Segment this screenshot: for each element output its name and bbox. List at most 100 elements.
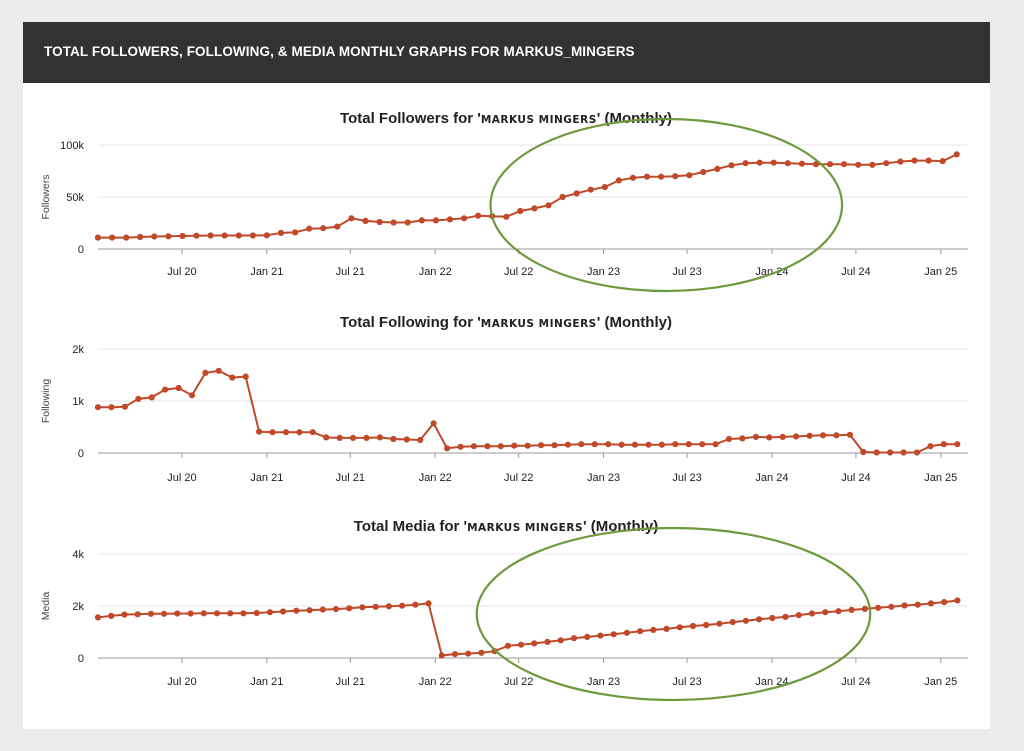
following-x-tick-label: Jul 21 (336, 472, 365, 484)
followers-y-tick-label: 100k (60, 140, 84, 152)
following-data-point (202, 369, 209, 376)
media-data-point (346, 605, 353, 612)
followers-data-point (728, 162, 735, 169)
following-data-point (779, 433, 786, 440)
followers-x-tick-label: Jul 23 (672, 266, 701, 278)
following-data-point (605, 441, 612, 448)
following-series-line (98, 369, 958, 454)
following-data-point (148, 394, 155, 401)
media-data-point (266, 609, 273, 616)
followers-x-tick-label: Jan 24 (755, 266, 788, 278)
followers-data-point (601, 184, 608, 191)
following-data-point (511, 442, 518, 449)
following-data-point (645, 441, 652, 448)
following-data-point (363, 434, 370, 441)
following-data-point (242, 373, 249, 380)
following-data-point (806, 432, 813, 439)
following-data-point (444, 445, 451, 452)
following-chart-title: Total Following for 'MARKUS MINGERS' (Mo… (340, 314, 672, 331)
followers-data-point (418, 217, 425, 224)
media-data-point (544, 638, 551, 646)
media-data-point (227, 610, 234, 617)
following-data-point (725, 435, 733, 443)
media-y-tick-label: 0 (78, 653, 84, 665)
media-data-point (835, 608, 842, 615)
media-data-point (769, 614, 776, 622)
followers-data-point (826, 161, 834, 168)
title-prefix: Total Media for ' (354, 518, 467, 535)
following-data-point (390, 435, 397, 443)
following-data-point (672, 441, 679, 448)
followers-data-point (770, 159, 777, 166)
media-data-point (412, 601, 419, 608)
media-data-point (557, 637, 564, 644)
media-data-point (914, 601, 921, 608)
media-x-tick-label: Jul 20 (167, 676, 196, 688)
followers-data-point (362, 217, 369, 224)
followers-data-point (137, 233, 144, 241)
followers-data-point (897, 158, 904, 165)
media-data-point (954, 597, 961, 604)
following-data-point (699, 441, 706, 448)
followers-x-tick-label: Jan 21 (250, 266, 283, 278)
media-x-tick-label: Jan 22 (419, 676, 452, 688)
charts-area: Total Followers for 'MARKUS MINGERS' (Mo… (40, 110, 968, 702)
followers-data-point (700, 168, 707, 176)
media-chart: Total Media for 'MARKUS MINGERS' (Monthl… (40, 518, 968, 702)
media-data-point (451, 651, 459, 658)
followers-data-point (179, 232, 186, 240)
title-prefix: Total Following for ' (340, 314, 481, 331)
media-x-tick-label: Jan 25 (924, 676, 957, 688)
following-x-tick-label: Jul 24 (841, 472, 870, 484)
followers-y-axis-label: Followers (40, 175, 52, 220)
following-data-point (188, 392, 196, 399)
following-data-point (376, 434, 383, 441)
following-data-point (819, 432, 827, 439)
followers-x-tick-label: Jan 22 (419, 266, 452, 278)
following-x-tick-label: Jan 24 (755, 472, 788, 484)
media-data-point (332, 606, 340, 613)
media-data-point (385, 603, 392, 610)
media-data-point (174, 610, 181, 617)
following-data-point (954, 441, 961, 448)
following-data-point (229, 374, 236, 381)
followers-data-point (404, 219, 411, 226)
following-data-point (887, 449, 894, 456)
media-data-point (822, 609, 829, 616)
media-data-point (941, 599, 948, 606)
followers-data-point (109, 234, 116, 241)
media-data-point (213, 610, 221, 617)
following-x-tick-label: Jan 25 (924, 472, 957, 484)
followers-data-point (798, 160, 806, 167)
followers-data-point (320, 225, 327, 232)
followers-data-point (756, 159, 763, 166)
media-data-point (650, 626, 657, 634)
followers-data-point (123, 234, 130, 241)
following-data-point (430, 420, 437, 427)
following-data-point (215, 367, 222, 374)
followers-data-point (263, 232, 270, 239)
title-suffix: ' (Monthly) (597, 314, 672, 331)
media-data-point (438, 652, 445, 659)
media-data-point (280, 608, 287, 615)
media-data-point (703, 621, 710, 629)
media-data-point (676, 624, 683, 631)
followers-data-point (672, 173, 679, 180)
media-data-point (610, 631, 617, 638)
following-data-point (712, 441, 719, 448)
following-data-point (564, 441, 572, 448)
followers-x-tick-label: Jan 25 (924, 266, 957, 278)
media-data-point (161, 610, 168, 617)
following-data-point (256, 428, 263, 435)
followers-data-point (953, 151, 960, 158)
media-data-point (901, 602, 908, 609)
media-chart-title: Total Media for 'MARKUS MINGERS' (Monthl… (354, 518, 658, 535)
following-data-point (497, 443, 504, 450)
followers-data-point (812, 161, 820, 168)
followers-data-point (855, 161, 862, 168)
media-y-axis-label: Media (40, 592, 52, 621)
title-handle: MARKUS MINGERS (481, 318, 597, 330)
followers-data-point (277, 229, 285, 236)
following-data-point (94, 404, 102, 411)
followers-x-tick-label: Jul 20 (167, 266, 196, 278)
